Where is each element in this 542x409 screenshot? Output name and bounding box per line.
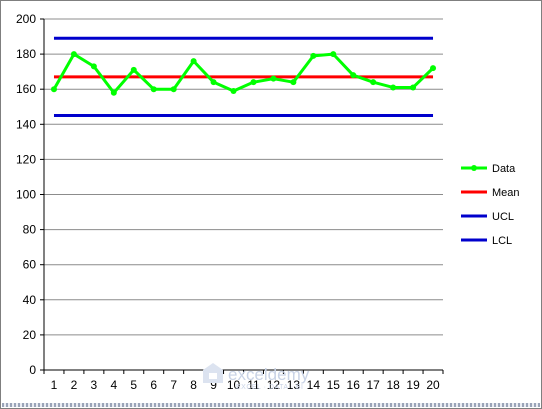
x-tick-label-3: 3 [91,378,98,392]
legend-label-data: Data [492,163,516,175]
data-point-data-12 [270,75,277,82]
y-tick-label-180: 180 [16,47,36,61]
data-point-data-5 [130,66,137,73]
watermark-brand: exceldemy [228,365,310,384]
y-tick-label-140: 140 [16,117,36,131]
legend-label-lcl: LCL [492,235,512,247]
y-tick-label-80: 80 [23,223,37,237]
x-tick-label-18: 18 [386,378,400,392]
data-point-data-4 [110,89,117,96]
legend-label-ucl: UCL [492,211,514,223]
data-point-data-11 [250,79,257,86]
gridlines [44,18,443,336]
exceldemy-logo-icon [203,363,223,383]
legend-label-mean: Mean [492,187,520,199]
data-point-data-1 [50,86,57,93]
data-point-data-20 [430,65,437,72]
legend-entry-lcl: LCL [461,235,512,247]
x-tick-label-15: 15 [327,378,341,392]
legend-entry-mean: Mean [461,187,520,199]
data-point-data-18 [390,84,397,91]
data-point-data-2 [70,51,77,58]
legend: Data Mean UCL LCL [461,163,520,247]
data-point-data-6 [150,86,157,93]
y-tick-label-40: 40 [23,293,37,307]
x-tick-label-11: 11 [247,378,260,392]
data-point-data-13 [290,79,297,86]
x-tick-label-19: 19 [406,378,420,392]
x-tick-label-17: 17 [366,378,380,392]
legend-entry-ucl: UCL [461,211,514,223]
x-tick-label-12: 12 [267,378,281,392]
x-tick-label-14: 14 [307,378,321,392]
x-tick-label-4: 4 [110,378,117,392]
y-tick-label-20: 20 [23,328,37,342]
watermark: exceldemy EXCEL · DATA · BI [203,363,310,391]
y-tick-label-60: 60 [23,258,37,272]
data-point-data-16 [350,72,357,79]
y-tick-label-160: 160 [16,82,36,96]
x-tick-label-10: 10 [227,378,241,392]
data-point-data-7 [170,86,177,93]
x-tick-label-5: 5 [130,378,137,392]
x-tick-label-2: 2 [71,378,78,392]
y-tick-label-100: 100 [16,188,36,202]
watermark-tagline: EXCEL · DATA · BI [236,384,304,391]
x-tick-label-8: 8 [190,378,197,392]
series [50,36,437,118]
data-point-data-19 [410,84,417,91]
x-tick-label-13: 13 [287,378,301,392]
x-tick-label-1: 1 [51,378,58,392]
y-tick-labels: 0 20 40 60 80 100 120 140 160 180 200 [16,12,36,377]
window-bottom-edge [2,403,540,407]
data-point-data-9 [210,79,217,86]
y-tick-label-200: 200 [16,12,36,26]
data-point-data-3 [90,63,97,70]
data-point-data-8 [190,58,197,65]
legend-marker-data [471,165,477,171]
data-point-data-15 [330,51,337,58]
x-tick-labels: 1 2 3 4 5 6 7 8 9 10 11 12 13 14 15 16 17 18 19 20 [51,378,440,392]
y-tick-label-120: 120 [16,152,36,166]
data-point-data-14 [310,52,317,59]
x-tick-label-7: 7 [170,378,177,392]
data-point-data-17 [370,79,377,86]
x-tick-label-20: 20 [426,378,440,392]
data-point-data-10 [230,87,237,94]
x-tick-label-16: 16 [347,378,361,392]
y-tick-label-0: 0 [29,363,36,377]
axes [40,18,444,374]
legend-entry-data: Data [461,163,516,175]
series-line-data [52,52,435,95]
x-tick-label-9: 9 [210,378,217,392]
x-tick-label-6: 6 [150,378,157,392]
